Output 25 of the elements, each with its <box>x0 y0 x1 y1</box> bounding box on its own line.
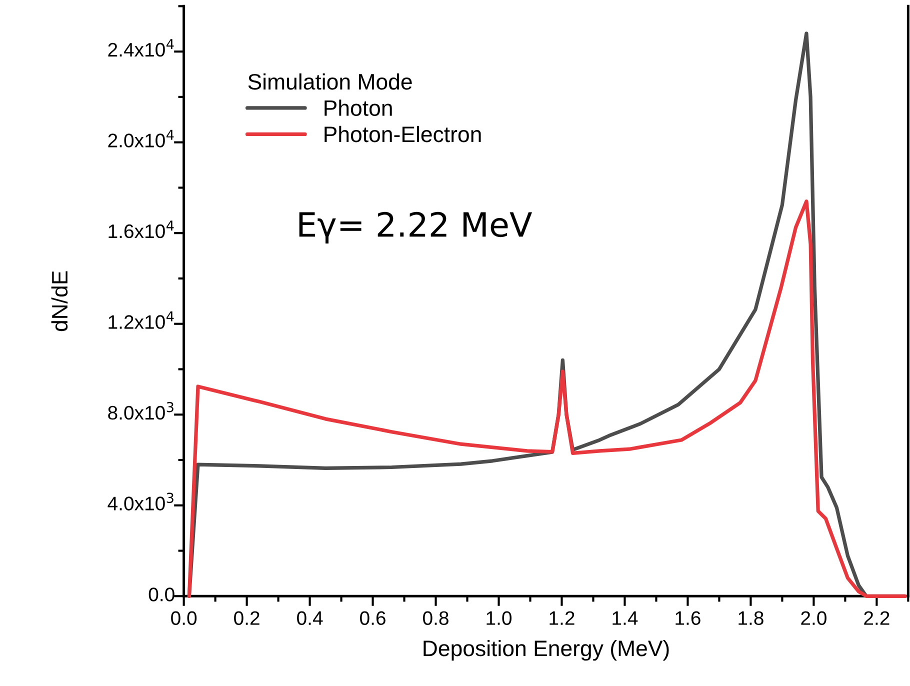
legend-label: Photon-Electron <box>324 126 481 142</box>
x-tick-label: 1.2 <box>550 611 574 625</box>
y-tick-label: 2.0x10$^{4}$ <box>108 130 174 148</box>
x-tick-label: 1.6 <box>676 611 700 625</box>
y-tick-label: 0.0 <box>148 588 174 602</box>
x-axis-title: Deposition Energy (MeV) <box>424 640 669 661</box>
y-axis-title: dN/dE <box>51 271 68 332</box>
y-tick-label: 2.4x10$^{4}$ <box>108 39 174 57</box>
y-tick-label: 1.6x10$^{4}$ <box>108 220 174 238</box>
x-tick-label: 1.8 <box>738 611 764 625</box>
x-tick-label: 2.0 <box>801 611 826 625</box>
y-tick-label: 4.0x10$^{3}$ <box>108 492 174 510</box>
x-tick-label: 2.2 <box>864 611 890 625</box>
x-tick-label: 0.6 <box>360 611 386 625</box>
x-tick-label: 1.0 <box>486 611 512 625</box>
x-tick-label: 1.4 <box>612 611 638 625</box>
y-tick-label: 8.0x10$^{3}$ <box>108 402 174 420</box>
x-tick-label: 0.4 <box>297 611 323 625</box>
annotation: Eγ= 2.22 MeV <box>299 212 532 244</box>
x-tick-label: 0.0 <box>171 611 197 625</box>
legend-label: Photon <box>324 100 392 116</box>
legend-title: Simulation Mode <box>248 73 412 90</box>
x-tick-label: 0.2 <box>234 611 260 625</box>
y-tick-label: 1.2x10$^{4}$ <box>108 311 174 329</box>
x-tick-label: 0.8 <box>423 611 448 625</box>
